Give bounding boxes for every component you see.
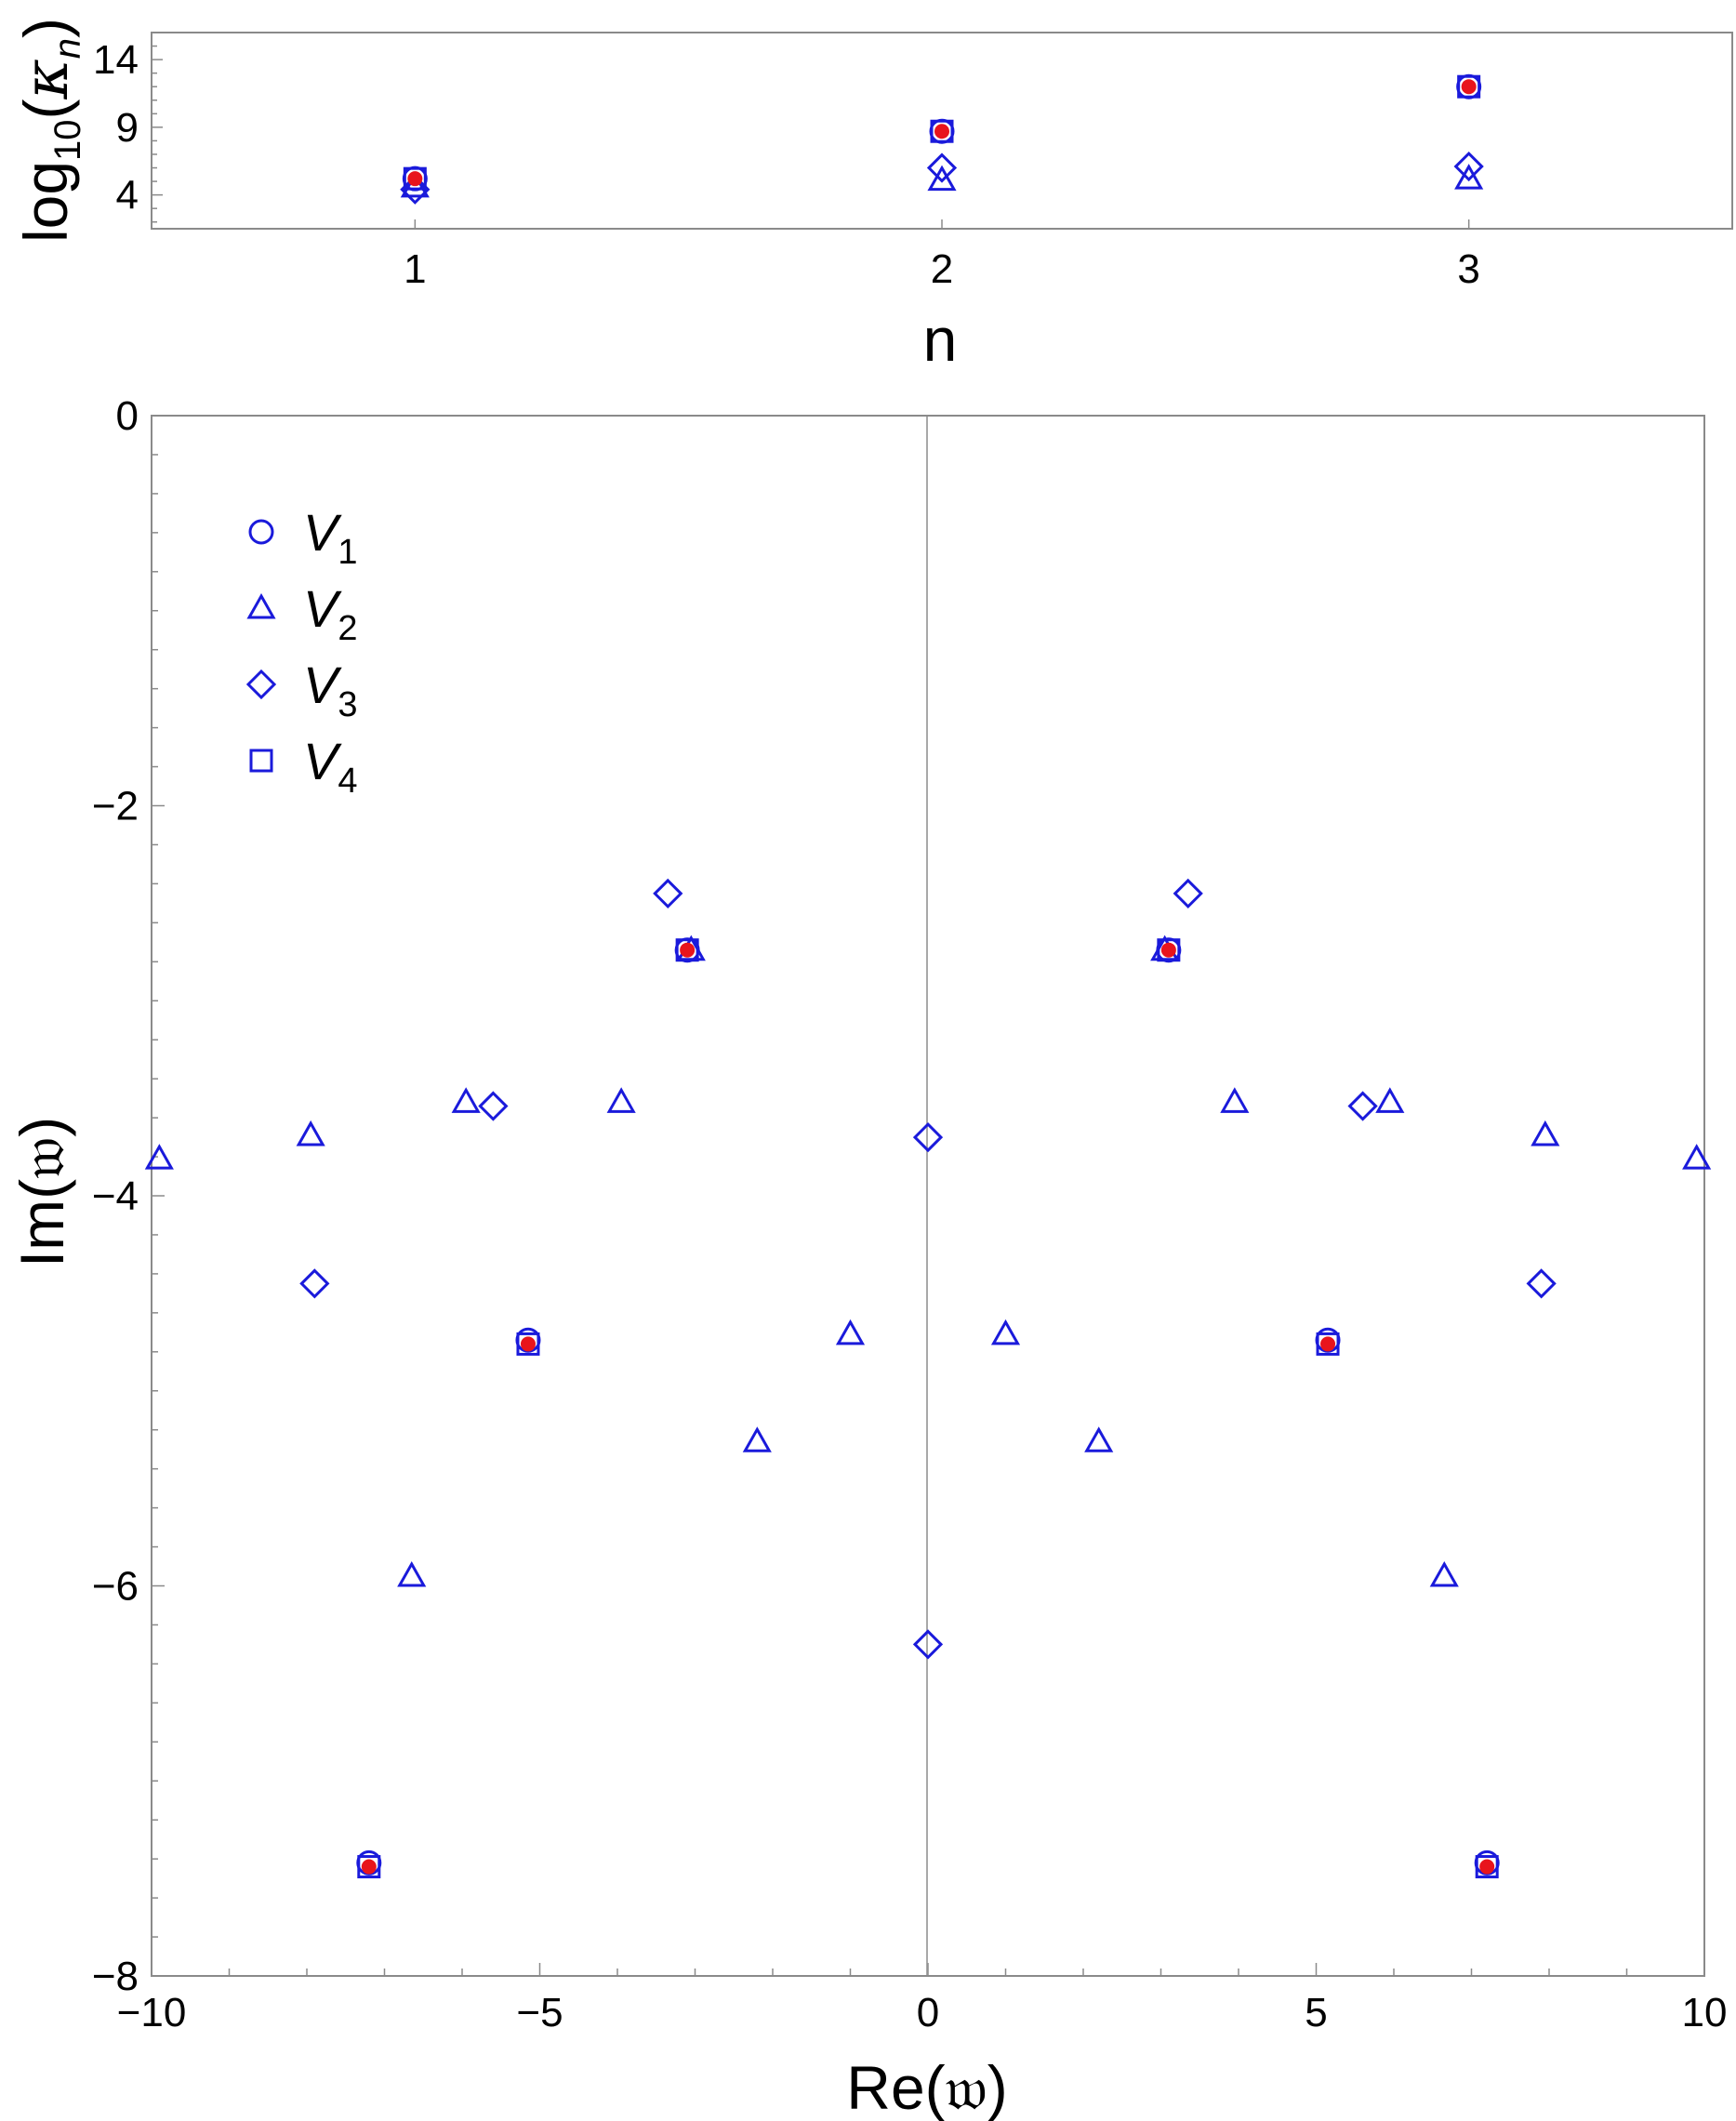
x-tick-label: 0 [917,1990,939,2035]
legend-label: V4 [303,732,358,801]
top-ticks: 1 2 3 4 9 14 [93,37,1480,292]
legend-label-base: V [303,656,342,714]
top-point-diamond [926,152,958,183]
top-y-label-open: ( [11,99,80,119]
point-diamond [912,1121,944,1153]
x-tick-label: 10 [1682,1990,1728,2035]
main-ticks: −10 −5 0 5 10 0 −2 −4 −6 −8 [92,393,1728,2035]
point-dot [520,1336,536,1352]
top-point-diamond [1453,151,1484,182]
top-point-dot [407,171,423,187]
main-y-axis-label: Im(𝔴) [7,1117,76,1267]
point-square [357,1855,381,1879]
point-diamond [912,1629,944,1660]
point-square [1157,938,1181,962]
point-triangle [742,1426,772,1452]
legend-square-icon [249,749,273,773]
point-triangle [606,1087,636,1113]
top-y-label-n: n [47,38,88,59]
top-y-label-log: log [11,161,80,243]
point-dot [361,1859,377,1875]
top-point-dot [1461,79,1477,95]
point-square [675,938,699,962]
legend-label: V3 [303,656,358,724]
top-point-square [1457,74,1481,99]
point-dot [1479,1859,1495,1875]
point-triangle [1682,1144,1712,1170]
point-square [516,1332,540,1356]
point-triangle [1375,1087,1405,1113]
y-tick-label: −6 [92,1564,139,1610]
point-triangle [1220,1087,1250,1113]
point-triangle [1531,1120,1560,1147]
x-tick-label: −5 [516,1990,563,2035]
top-point-triangle [927,165,957,192]
point-diamond [1173,878,1203,909]
top-point-square [930,119,954,143]
top-point-dot [934,124,949,139]
top-x-axis-label: n [923,305,958,374]
main-marks [144,878,1712,1879]
point-triangle [1429,1560,1459,1587]
point-triangle [451,1087,481,1113]
point-triangle [144,1144,174,1170]
legend-label-sub: 1 [338,533,357,572]
point-triangle [397,1560,427,1587]
legend-label-base: V [303,503,342,562]
y-tick-label: −4 [92,1173,139,1219]
top-marks [400,73,1484,205]
top-x-tick-label: 3 [1457,246,1479,292]
legend-label-sub: 2 [338,609,357,648]
top-point-diamond [400,174,431,205]
legend-diamond-icon [245,669,277,700]
x-tick-label: −10 [117,1990,187,2035]
point-triangle [296,1120,325,1147]
top-point-triangle [400,171,430,198]
y-tick-label: −2 [92,784,139,829]
x-tick-label: 5 [1305,1990,1327,2035]
point-dot [1320,1336,1336,1352]
top-y-label-base: 10 [47,119,88,161]
legend-circle-icon [248,519,274,545]
point-dot [680,942,696,958]
point-diamond [478,1091,509,1121]
legend-label-sub: 3 [338,685,357,724]
point-diamond [1347,1091,1378,1121]
top-point-square [403,166,427,191]
legend-label-sub: 4 [338,762,357,801]
top-y-tick-label: 4 [116,173,139,219]
legend-triangle-icon [246,592,276,619]
point-triangle [990,1319,1021,1346]
legend-label-base: V [303,732,342,790]
top-y-label-kappa: κ [10,59,82,99]
point-diamond [653,878,683,909]
top-y-label-close: ) [11,18,80,38]
legend-label-base: V [303,579,342,638]
top-y-tick-label: 14 [93,37,139,83]
point-triangle [1084,1426,1114,1452]
point-square [1316,1332,1340,1356]
point-diamond [299,1268,330,1299]
top-x-tick-label: 1 [404,246,426,292]
main-x-axis-label: Re(𝔴) [846,2053,1007,2121]
top-y-tick-label: 9 [116,105,139,151]
top-x-tick-label: 2 [931,246,953,292]
point-diamond [1526,1268,1557,1299]
y-tick-label: −8 [92,1954,139,1999]
point-triangle [835,1319,866,1346]
legend-label: V1 [303,503,358,572]
y-tick-label: 0 [116,393,139,439]
point-square [1475,1855,1499,1879]
top-point-triangle [1454,164,1484,190]
legend-label: V2 [303,579,358,648]
top-y-axis-label: log10(κn) [10,18,88,243]
point-dot [1160,942,1176,958]
